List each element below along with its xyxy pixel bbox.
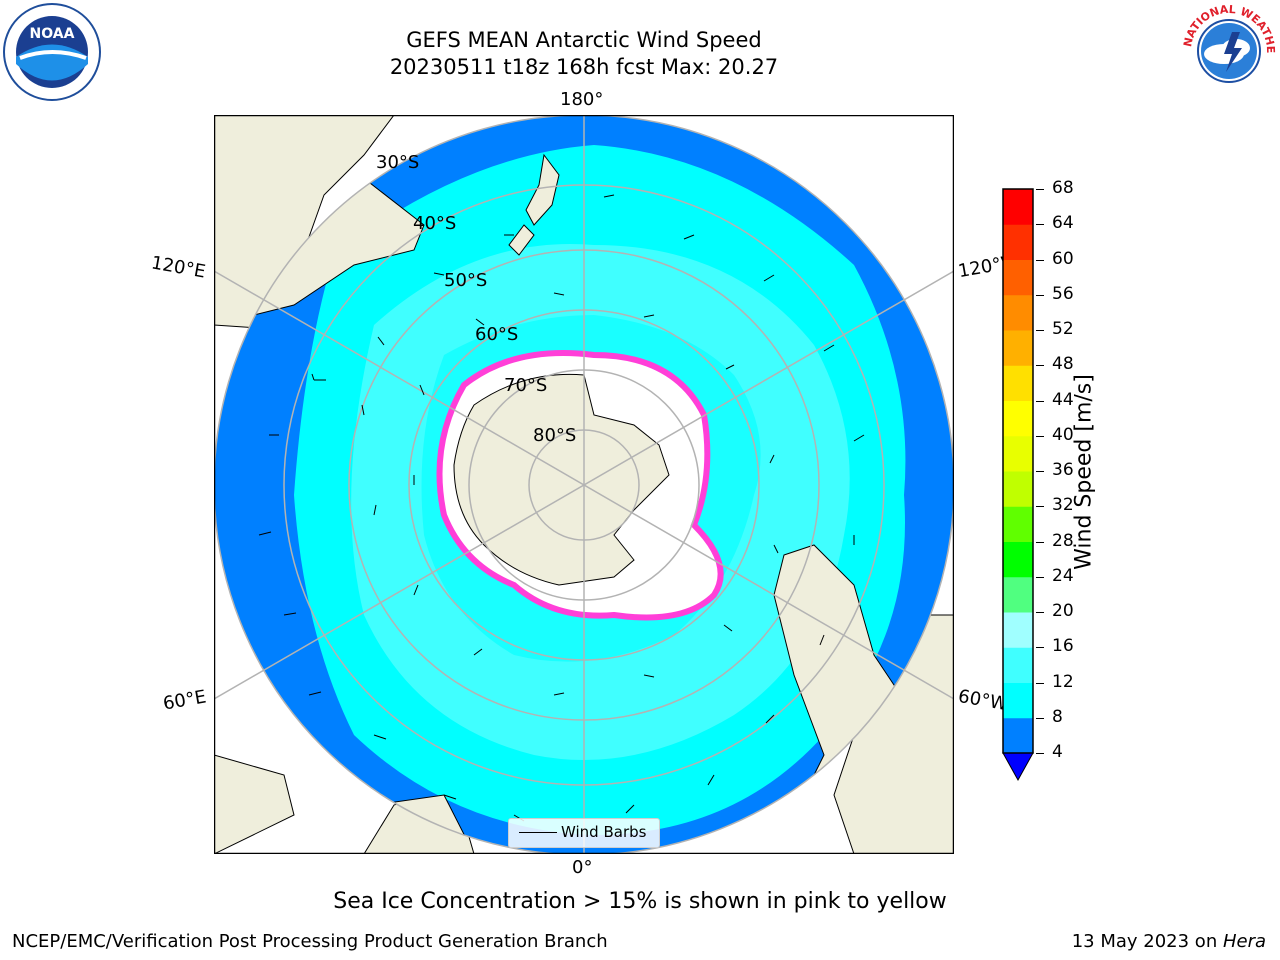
colorbar-segment [1003, 612, 1033, 648]
antarctica [453, 373, 670, 586]
colorbar-segment [1003, 717, 1033, 754]
colorbar-tick-mark [1036, 717, 1044, 719]
colorbar-segment [1003, 259, 1033, 296]
colorbar-segment [1003, 541, 1033, 578]
colorbar-segment [1003, 647, 1033, 683]
colorbar-tick-mark [1036, 576, 1044, 578]
colorbar-tick-label: 4 [1052, 742, 1063, 762]
colorbar-segment [1003, 576, 1033, 613]
colorbar-segment [1003, 506, 1033, 542]
footer-date: 13 May 2023 on Hera [1072, 931, 1266, 952]
noaa-logo-text: NOAA [30, 26, 75, 42]
lon-label-0: 0° [572, 857, 593, 878]
colorbar-tick-mark [1036, 506, 1044, 508]
legend-label: Wind Barbs [561, 823, 647, 841]
colorbar-tick-mark [1036, 330, 1044, 331]
title-line-1: GEFS MEAN Antarctic Wind Speed [406, 28, 762, 52]
colorbar-tick-label: 44 [1052, 389, 1074, 410]
colorbar-tick-mark [1036, 224, 1044, 226]
legend-line-swatch [519, 832, 557, 833]
footer-credit: NCEP/EMC/Verification Post Processing Pr… [12, 931, 608, 952]
footer-machine: Hera [1222, 931, 1266, 952]
wind-barbs-legend: Wind Barbs [508, 818, 660, 848]
sea-ice-note: Sea Ice Concentration > 15% is shown in … [333, 889, 947, 914]
colorbar-tick-label: 12 [1052, 671, 1074, 692]
colorbar [1002, 188, 1034, 782]
footer-date-text: 13 May 2023 on [1071, 931, 1223, 952]
colorbar-segment [1003, 330, 1033, 366]
colorbar-segment [1003, 365, 1033, 401]
nws-logo: NATIONAL WEATHER SERVICE [1180, 2, 1277, 98]
colorbar-segment [1003, 682, 1033, 719]
colorbar-tick-mark [1036, 259, 1044, 261]
lat-label-50s: 50°S [444, 270, 488, 291]
colorbar-label: Wind Speed [m/s] [1071, 374, 1097, 570]
lat-label-60s: 60°S [475, 324, 519, 345]
graticule [214, 115, 954, 854]
colorbar-tick-mark [1036, 753, 1044, 754]
colorbar-segment [1003, 435, 1033, 472]
lat-label-40s: 40°S [413, 213, 457, 234]
colorbar-segment [1003, 224, 1033, 260]
colorbar-tick-label: 56 [1052, 283, 1074, 304]
colorbar-tick-mark [1036, 435, 1044, 437]
colorbar-tick-label: 60 [1052, 248, 1074, 269]
colorbar-segments [1003, 189, 1033, 754]
colorbar-tick-label: 24 [1052, 565, 1074, 586]
colorbar-segment [1003, 471, 1033, 507]
colorbar-tick-label: 28 [1052, 530, 1074, 551]
lat-label-80s: 80°S [533, 425, 577, 446]
lon-label-180: 180° [560, 89, 604, 110]
colorbar-tick-label: 48 [1052, 354, 1074, 375]
colorbar-tick-label: 16 [1052, 636, 1074, 657]
colorbar-tick-mark [1036, 541, 1044, 543]
colorbar-tick-mark [1036, 189, 1044, 190]
colorbar-tick-label: 68 [1052, 178, 1074, 198]
colorbar-tick-label: 64 [1052, 213, 1074, 234]
colorbar-tick-mark [1036, 400, 1044, 402]
colorbar-tick-label: 40 [1052, 424, 1074, 445]
colorbar-tick-label: 36 [1052, 460, 1074, 480]
colorbar-tick-mark [1036, 612, 1044, 613]
colorbar-tick-label: 52 [1052, 319, 1074, 339]
colorbar-segment [1003, 294, 1033, 331]
lat-label-30s: 30°S [376, 152, 420, 173]
title-line-2: 20230511 t18z 168h fcst Max: 20.27 [389, 55, 779, 79]
polar-map [214, 115, 954, 854]
colorbar-segment [1003, 400, 1033, 437]
noaa-logo: NOAA [3, 3, 101, 101]
lon-label-60e: 60°E [161, 686, 208, 715]
colorbar-under-arrow [1002, 752, 1034, 782]
wind-barbs [258, 194, 865, 822]
colorbar-tick-label: 20 [1052, 601, 1074, 621]
colorbar-tick-mark [1036, 647, 1044, 649]
colorbar-tick-mark [1036, 294, 1044, 296]
colorbar-tick-mark [1036, 471, 1044, 472]
colorbar-tick-mark [1036, 365, 1044, 367]
colorbar-tick-label: 32 [1052, 495, 1074, 516]
colorbar-tick-mark [1036, 682, 1044, 684]
lon-label-120e: 120°E [149, 252, 208, 283]
colorbar-tick-label: 8 [1052, 706, 1063, 727]
colorbar-segment [1003, 189, 1033, 225]
lat-label-70s: 70°S [504, 375, 548, 396]
